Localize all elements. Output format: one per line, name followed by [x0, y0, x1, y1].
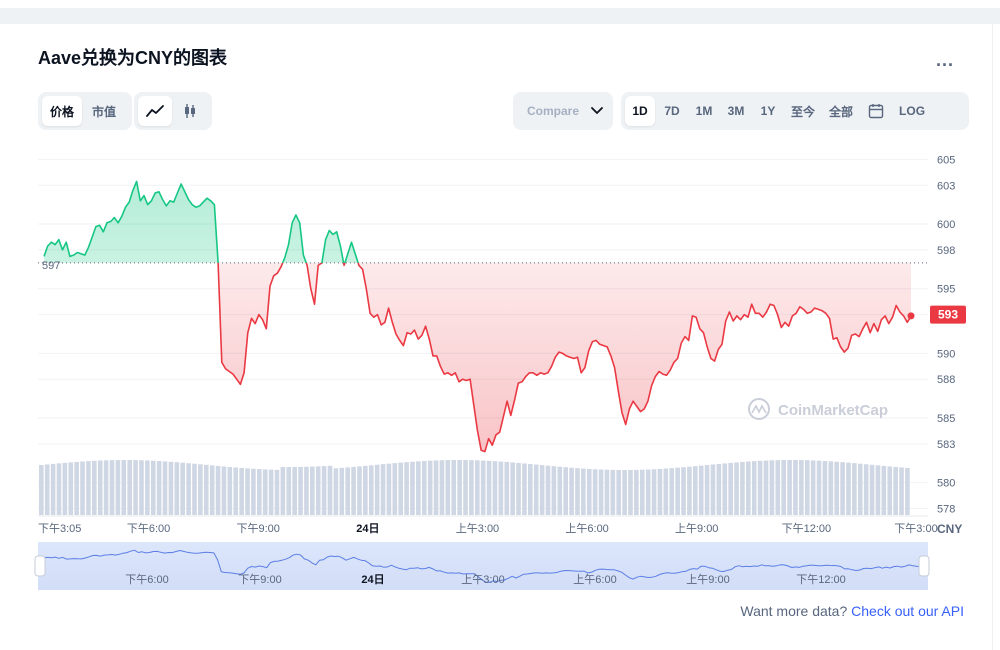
line-chart-button[interactable]	[138, 96, 172, 126]
range-all-button[interactable]: 全部	[829, 104, 854, 119]
more-options-icon[interactable]: ...	[936, 50, 955, 70]
chart-title: Aave兑换为CNY的图表	[38, 48, 228, 68]
top-divider	[0, 8, 1000, 24]
range-1d-button[interactable]: 1D	[625, 96, 655, 126]
api-link[interactable]: Check out our API	[851, 603, 964, 619]
api-promo: Want more data? Check out our API	[740, 603, 964, 619]
metric-toggle: 价格 市值	[38, 92, 132, 130]
market-cap-tab[interactable]: 市值	[92, 104, 117, 119]
log-scale-button[interactable]: LOG	[899, 104, 926, 118]
price-tab[interactable]: 价格	[42, 96, 83, 126]
candlestick-icon	[185, 104, 195, 118]
top-strip	[0, 0, 1000, 24]
time-range-selector: 1D 7D 1M 3M 1Y 至今 全部 LOG	[621, 92, 969, 130]
calendar-icon	[868, 104, 884, 119]
range-7d-button[interactable]: 7D	[664, 104, 680, 118]
calendar-button[interactable]	[861, 96, 891, 126]
range-3m-button[interactable]: 3M	[727, 104, 745, 118]
chevron-down-icon	[591, 107, 603, 114]
compare-dropdown[interactable]: Compare	[513, 92, 613, 130]
api-promo-text: Want more data?	[740, 603, 852, 619]
right-strip	[992, 24, 1000, 650]
candlestick-button[interactable]	[174, 96, 206, 126]
range-ytd-button[interactable]: 至今	[791, 104, 816, 119]
compare-label: Compare	[527, 104, 580, 118]
line-chart-icon	[146, 105, 164, 117]
range-1y-button[interactable]: 1Y	[760, 104, 776, 118]
chart-style-toggle	[134, 92, 212, 130]
range-1m-button[interactable]: 1M	[695, 104, 713, 118]
